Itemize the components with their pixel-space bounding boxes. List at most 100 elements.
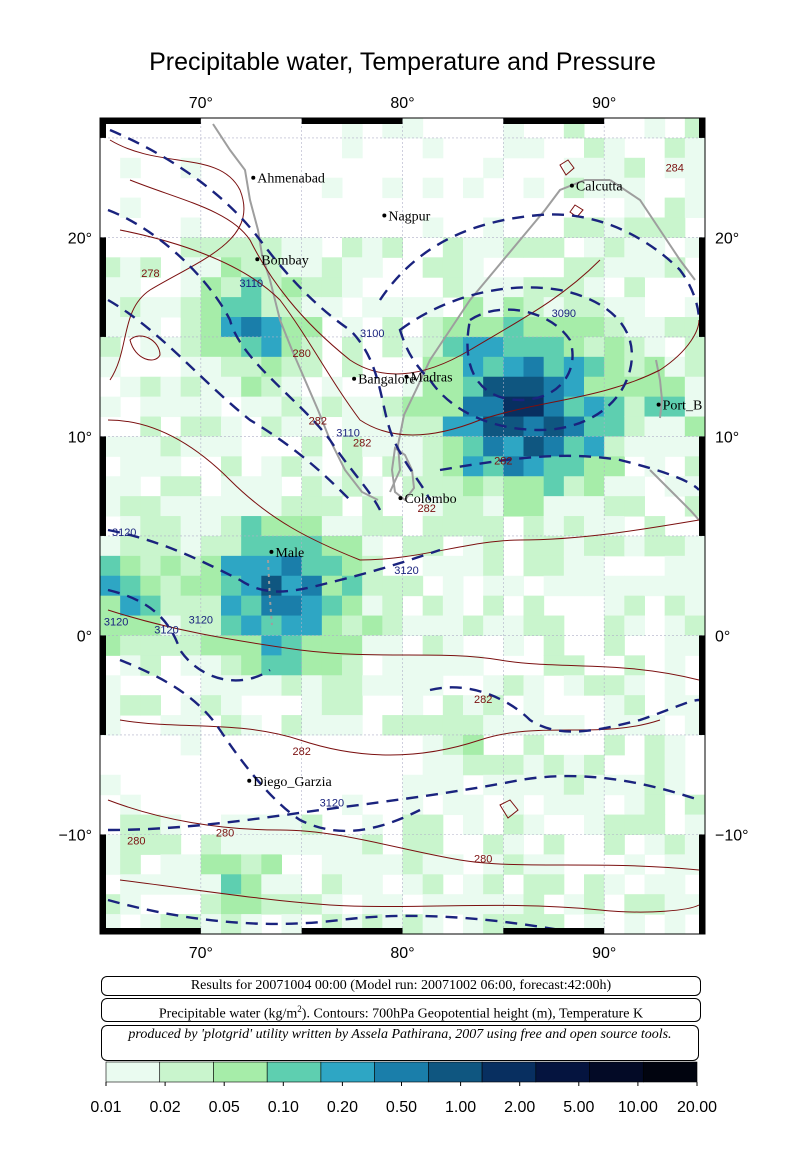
pw-cell [483,356,504,378]
pw-cell [523,695,545,716]
pw-cell [523,137,545,159]
pw-cell [483,297,504,318]
pw-cell [120,894,141,915]
results-text: Results for 20071004 00:00 (Model run: 2… [190,978,612,993]
pw-cell [241,834,262,855]
pw-cell [543,834,565,855]
pw-cell [523,476,545,497]
pw-cell [402,297,424,318]
pw-cell [241,635,262,656]
pw-cell [402,914,424,935]
pw-cell [483,834,504,855]
contour-label: 284 [666,163,684,175]
pw-cell [483,675,504,696]
pw-cell [140,317,161,338]
pw-cell [160,715,182,736]
pw-cell [563,794,585,816]
pw-cell [624,675,645,696]
colorbar-swatch [266,1061,322,1083]
pw-cell [442,555,464,577]
pw-cell [604,436,625,457]
pw-cell [261,456,282,477]
pw-cell [402,655,424,676]
pw-cell [584,416,605,437]
pw-cell [584,894,605,915]
pw-cell [241,516,262,537]
variables-box: Precipitable water (kg/m2). Contours: 70… [101,998,701,1022]
pw-cell [624,854,645,875]
pw-cell [604,317,625,338]
pw-cell [644,754,666,776]
pw-cell [221,575,242,597]
pw-cell [180,436,202,457]
pw-cell [684,137,706,159]
pw-cell [422,456,444,477]
pw-cell [604,157,625,179]
pw-cell [422,217,444,238]
pw-cell [281,595,303,617]
pw-cell [664,734,686,756]
pw-cell [483,595,504,617]
pw-cell [281,635,303,656]
pw-cell [584,794,605,816]
pw-cell [321,297,343,318]
city-marker [398,496,403,501]
pw-cell [463,715,484,736]
pw-cell [301,416,323,437]
pw-cell [281,317,303,338]
pw-cell [684,814,706,835]
city-layer: AhmenabadNagpurCalcuttaBombayBangaloreMa… [247,172,702,790]
border-segment [100,237,106,337]
pw-cell [241,257,262,278]
pw-cell [422,177,444,199]
pw-cell [321,834,343,855]
pw-cell [160,476,182,497]
pw-cell [100,774,121,796]
pw-cell [503,715,524,736]
pw-cell [442,894,464,915]
pw-cell [563,754,585,776]
pw-cell [463,754,484,776]
pw-cell [120,317,141,338]
pw-cell [523,416,545,437]
contour-label: 282 [309,415,327,427]
pw-cell [261,356,282,378]
pw-cell [120,834,141,855]
pw-cell [503,356,524,378]
pw-cell [200,675,222,696]
page-title: Precipitable water, Temperature and Pres… [149,48,656,76]
pw-cell [523,595,545,617]
pw-cell [543,516,565,537]
pw-cell [120,555,141,577]
pw-cell [180,476,202,497]
pw-cell [362,535,383,557]
pw-cell [523,555,545,577]
maldives [267,559,273,626]
pw-cell [100,555,121,577]
pw-cell [160,834,182,855]
pw-cell [523,436,545,457]
pw-cell [624,396,645,418]
pw-cell [200,356,222,378]
pw-cell [301,317,323,338]
pw-cell [120,575,141,597]
pw-cell [422,814,444,835]
pw-cell [664,555,686,577]
pw-cell [382,237,403,258]
pw-cell [483,555,504,577]
contour-label: 3120 [394,565,418,577]
pw-cell [382,575,403,597]
pw-cell [180,535,202,557]
city-label: Ahmenabad [257,172,325,187]
pw-cell [180,854,202,875]
pw-cell [422,715,444,736]
pw-cell [523,356,545,378]
pw-cell [321,396,343,418]
pw-cell [382,396,403,418]
pw-cell [463,894,484,915]
pw-cell [664,695,686,716]
city-marker [352,376,357,381]
pw-cell [281,237,303,258]
pw-cell [200,496,222,517]
